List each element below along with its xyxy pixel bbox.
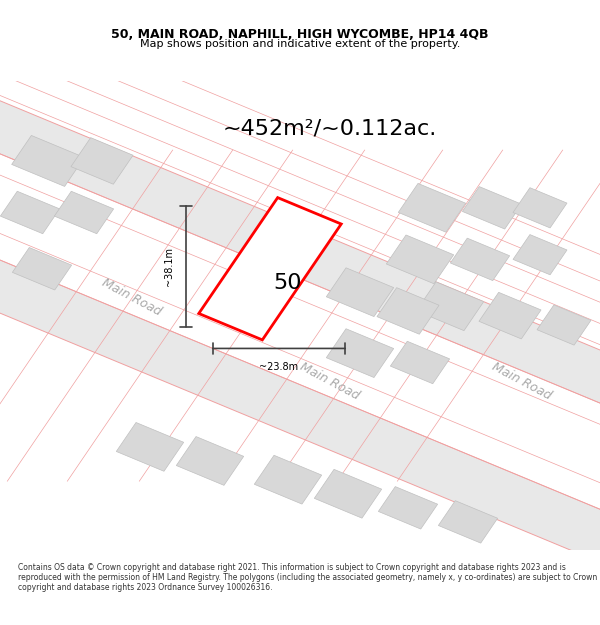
Text: Main Road: Main Road <box>490 360 554 403</box>
Polygon shape <box>326 268 394 317</box>
Text: ~38.1m: ~38.1m <box>164 247 174 286</box>
Polygon shape <box>463 187 521 229</box>
Polygon shape <box>386 235 454 284</box>
Polygon shape <box>116 422 184 471</box>
Polygon shape <box>55 191 113 234</box>
Polygon shape <box>0 25 600 507</box>
Polygon shape <box>176 436 244 486</box>
Polygon shape <box>13 248 71 290</box>
Polygon shape <box>326 329 394 378</box>
Polygon shape <box>439 501 497 543</box>
Polygon shape <box>1 191 59 234</box>
Text: Contains OS data © Crown copyright and database right 2021. This information is : Contains OS data © Crown copyright and d… <box>18 562 597 592</box>
Text: ~23.8m: ~23.8m <box>259 362 299 372</box>
Polygon shape <box>537 305 591 345</box>
Text: Main Road: Main Road <box>100 276 164 318</box>
Polygon shape <box>379 487 437 529</box>
Text: Main Road: Main Road <box>298 360 362 403</box>
Polygon shape <box>0 149 600 625</box>
Polygon shape <box>391 341 449 384</box>
Polygon shape <box>199 198 341 340</box>
Polygon shape <box>11 136 85 186</box>
Polygon shape <box>513 188 567 228</box>
Polygon shape <box>71 138 133 184</box>
Text: Map shows position and indicative extent of the property.: Map shows position and indicative extent… <box>140 39 460 49</box>
Text: 50, MAIN ROAD, NAPHILL, HIGH WYCOMBE, HP14 4QB: 50, MAIN ROAD, NAPHILL, HIGH WYCOMBE, HP… <box>111 28 489 41</box>
Polygon shape <box>513 234 567 275</box>
Polygon shape <box>398 183 466 232</box>
Text: ~452m²/~0.112ac.: ~452m²/~0.112ac. <box>223 118 437 138</box>
Polygon shape <box>479 292 541 339</box>
Polygon shape <box>416 282 484 331</box>
Polygon shape <box>451 238 509 281</box>
Text: 50: 50 <box>274 272 302 292</box>
Polygon shape <box>377 288 439 334</box>
Polygon shape <box>254 455 322 504</box>
Polygon shape <box>314 469 382 518</box>
